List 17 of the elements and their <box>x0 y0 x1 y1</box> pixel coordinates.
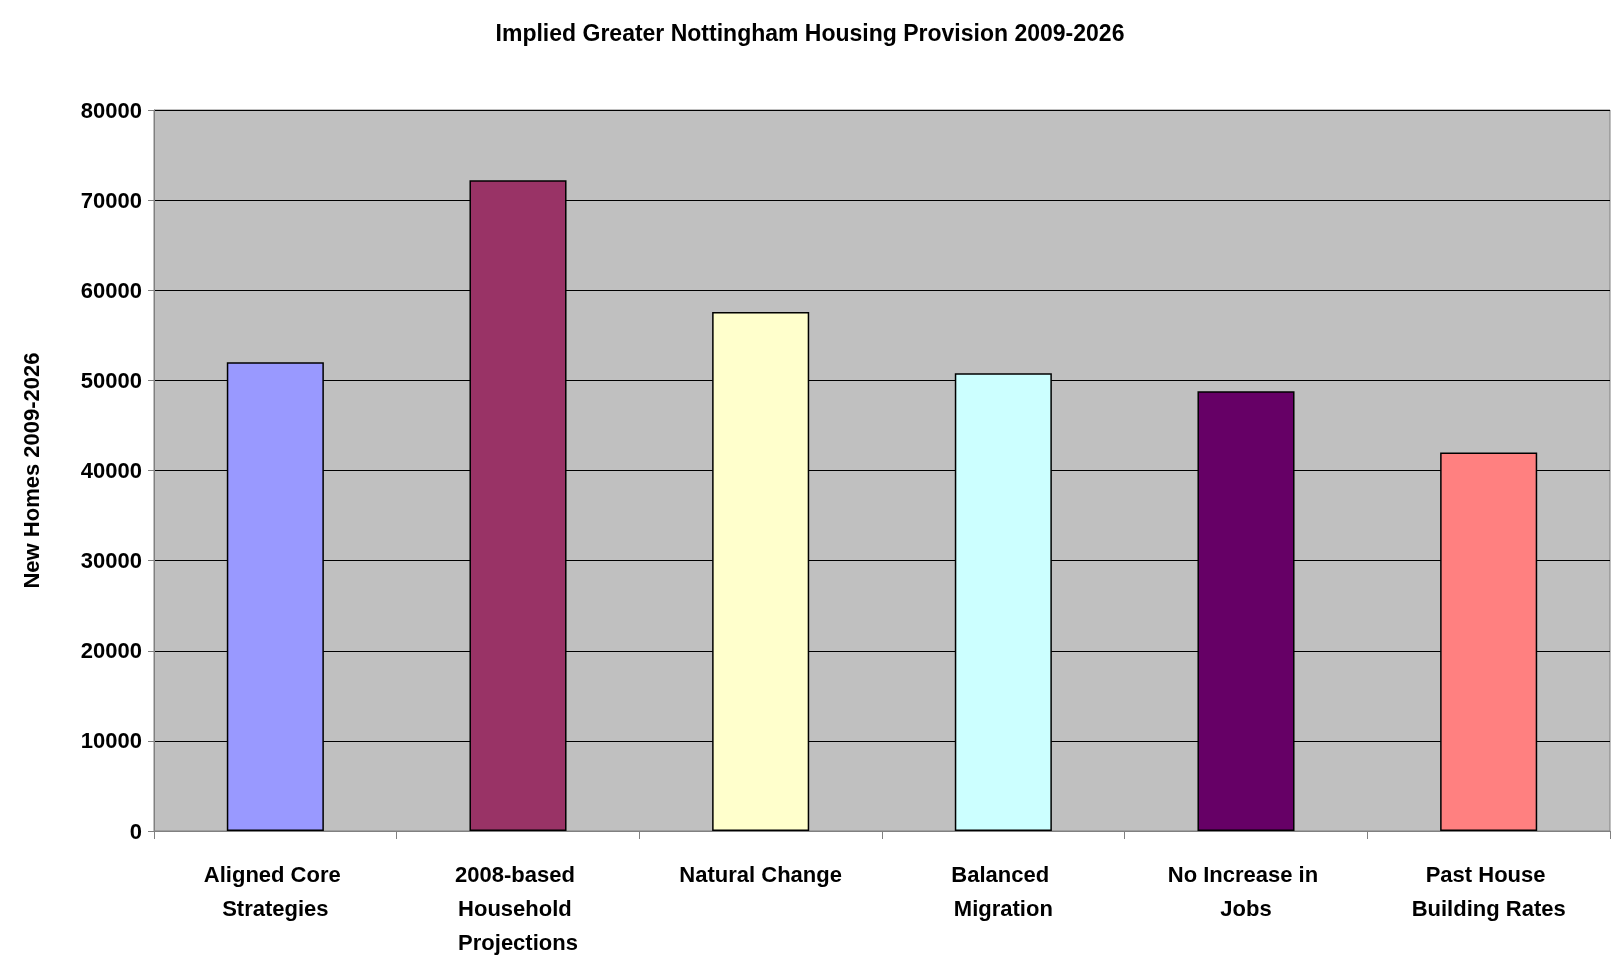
y-tick-label: 10000 <box>80 728 142 754</box>
x-tick-label: Past House Building Rates <box>1411 861 1566 921</box>
y-tick-label: 40000 <box>80 458 142 483</box>
x-tick-label: Balanced Migration <box>951 861 1056 921</box>
y-tick-label: 0 <box>129 818 142 844</box>
y-tick-label: 70000 <box>80 187 142 213</box>
y-tick-label: 20000 <box>80 638 142 664</box>
y-tick-label: 30000 <box>80 548 142 574</box>
y-axis-title: New Homes 2009-2026 <box>18 352 44 589</box>
y-tick-label: 60000 <box>80 277 142 303</box>
x-tick-label: No Increase in Jobs <box>1167 861 1325 921</box>
chart-title: Implied Greater Nottingham Housing Provision 2009-2026 <box>495 19 1125 46</box>
x-tick-label: Natural Change <box>679 861 842 887</box>
y-tick-label: 50000 <box>80 367 142 393</box>
y-tick-label: 80000 <box>80 97 142 123</box>
x-tick-label: 2008-based Household Projections <box>455 861 581 955</box>
x-tick-label: Aligned Core Strategies <box>203 861 347 921</box>
